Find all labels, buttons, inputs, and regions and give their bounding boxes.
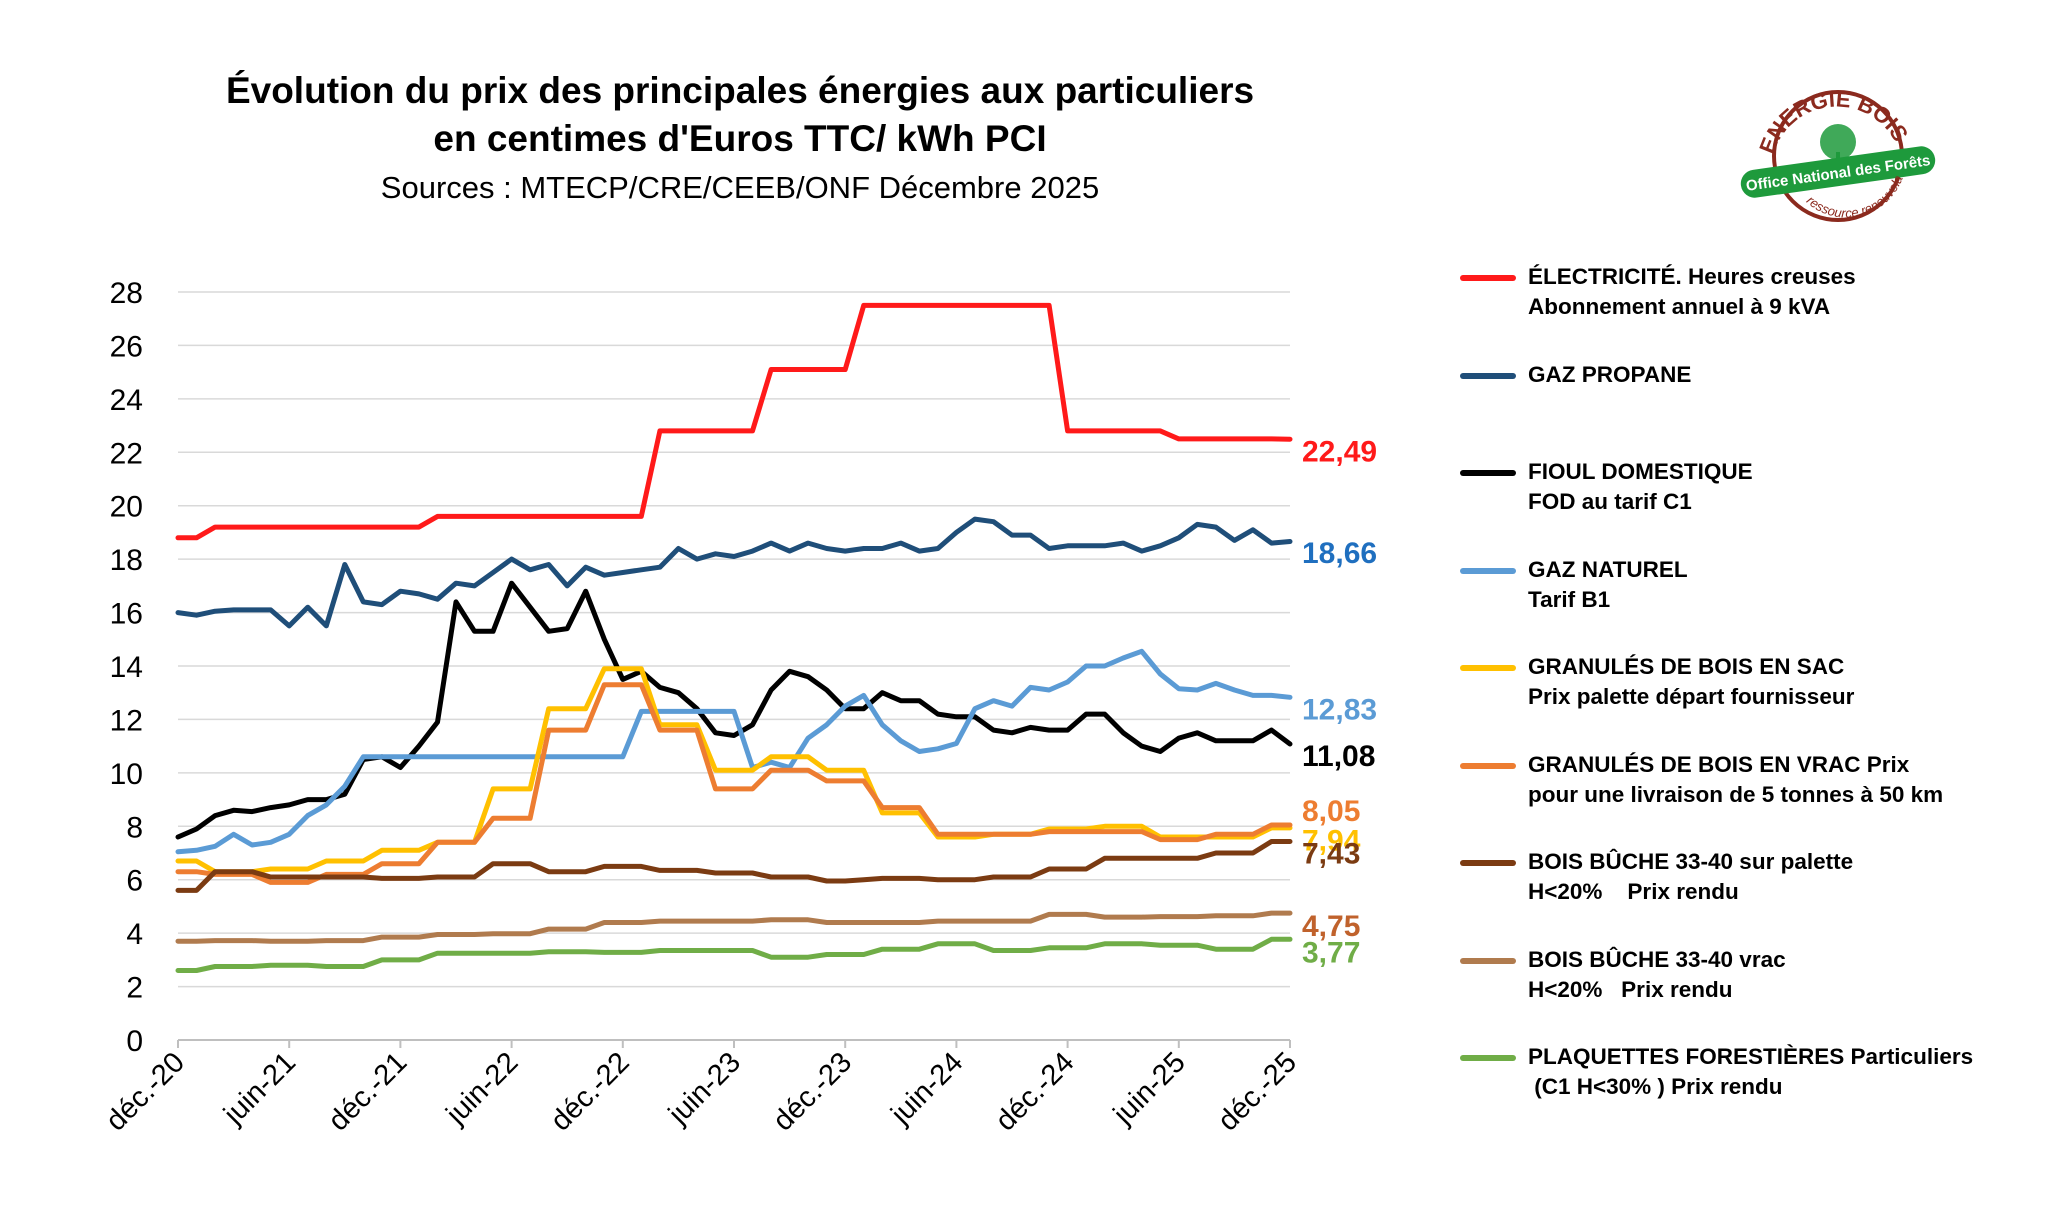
gridlines <box>178 291 1290 988</box>
legend-swatch <box>1460 860 1516 866</box>
y-tick-label: 12 <box>110 704 143 737</box>
final-value-label-7: 4,75 <box>1302 910 1360 943</box>
chart-source: Sources : MTECP/CRE/CEEB/ONF Décembre 20… <box>380 170 1100 205</box>
legend-sublabel: FOD au tarif C1 <box>1528 489 1692 514</box>
x-tick-label: juin-23 <box>662 1046 747 1131</box>
legend-sublabel: Abonnement annuel à 9 kVA <box>1528 294 1831 319</box>
legend-sublabel: H<20% Prix rendu <box>1528 976 1733 1002</box>
y-tick-label: 22 <box>110 437 143 470</box>
final-value-label-4: 7,94 <box>1302 824 1361 857</box>
x-tick-label: juin-24 <box>884 1046 969 1131</box>
legend-label: PLAQUETTES FORESTIÈRES Particuliers <box>1528 1044 1974 1069</box>
y-tick-label: 6 <box>126 865 143 898</box>
series-line-7 <box>175 910 1293 944</box>
legend-swatch <box>1460 372 1516 379</box>
final-value-label-2: 11,08 <box>1302 740 1375 773</box>
y-tick-label: 0 <box>126 1025 143 1058</box>
legend-label: GRANULÉS DE BOIS EN SAC <box>1528 654 1845 679</box>
legend-swatch <box>1460 275 1516 281</box>
legend-swatch <box>1460 665 1516 671</box>
y-tick-label: 2 <box>126 972 143 1005</box>
legend-swatch <box>1460 470 1516 476</box>
legend-label: BOIS BÛCHE 33-40 vrac <box>1528 946 1786 972</box>
series-lines <box>175 302 1293 973</box>
final-value-label-1: 18,66 <box>1302 537 1377 570</box>
legend-sublabel: H<20% Prix rendu <box>1528 879 1739 904</box>
series-line-4 <box>175 666 1293 875</box>
y-tick-label: 24 <box>110 384 143 417</box>
energie-bois-onf-logo: ENERGIE BOIS Office National des Forêts … <box>1716 70 1960 232</box>
legend-sublabel: Prix palette départ fournisseur <box>1528 684 1855 709</box>
legend-swatch <box>1460 1055 1516 1061</box>
x-tick-label: juin-22 <box>440 1046 525 1131</box>
final-value-label-8: 3,77 <box>1302 937 1360 970</box>
legend-sublabel: pour une livraison de 5 tonnes à 50 km <box>1528 781 1944 807</box>
logo-tree-icon <box>1820 124 1856 160</box>
chart-title-line-2: en centimes d'Euros TTC/ kWh PCI <box>433 118 1047 159</box>
series-line-1 <box>175 516 1293 629</box>
final-value-label-0: 22,49 <box>1302 436 1377 469</box>
y-tick-label: 26 <box>110 330 143 363</box>
y-tick-label: 20 <box>110 491 143 524</box>
legend-swatch <box>1460 762 1516 769</box>
x-tick-label: juin-25 <box>1107 1046 1192 1131</box>
x-tick-label: déc.-24 <box>990 1046 1081 1137</box>
y-tick-label: 16 <box>110 598 143 631</box>
legend-label: BOIS BÛCHE 33-40 sur palette <box>1528 849 1854 874</box>
series-line-6 <box>175 839 1293 893</box>
y-tick-label: 14 <box>110 651 143 684</box>
series-line-5 <box>175 682 1293 885</box>
final-value-label-6: 7,43 <box>1302 838 1360 871</box>
x-tick-label: déc.-25 <box>1212 1046 1303 1137</box>
y-tick-label: 8 <box>126 811 143 844</box>
y-tick-label: 18 <box>110 544 143 577</box>
series-line-8 <box>175 936 1293 973</box>
legend-swatch <box>1460 567 1516 574</box>
legend-label: GAZ PROPANE <box>1528 361 1692 387</box>
legend-label: GRANULÉS DE BOIS EN VRAC Prix <box>1528 751 1910 777</box>
x-tick-label: déc.-22 <box>545 1046 636 1137</box>
x-tick-label: juin-21 <box>217 1046 302 1131</box>
final-value-label-5: 8,05 <box>1302 795 1360 828</box>
legend-label: FIOUL DOMESTIQUE <box>1528 459 1753 484</box>
legend-label: GAZ NATUREL <box>1528 556 1688 582</box>
series-line-0 <box>175 302 1293 541</box>
x-tick-label: déc.-20 <box>100 1046 191 1137</box>
legend-swatch <box>1460 957 1516 964</box>
y-tick-label: 4 <box>126 918 143 951</box>
logo-graphic: ENERGIE BOIS Office National des Forêts … <box>1716 70 1936 222</box>
chart-title-line-1: Évolution du prix des principales énergi… <box>225 70 1255 111</box>
x-tick-label: déc.-21 <box>322 1046 413 1137</box>
y-tick-label: 28 <box>110 277 143 310</box>
y-tick-label: 10 <box>110 758 143 791</box>
legend-sublabel: (C1 H<30% ) Prix rendu <box>1528 1074 1783 1099</box>
x-tick-label: déc.-23 <box>767 1046 858 1137</box>
final-value-labels: 22,49 18,66 11,08 12,83 7,948,05 7,43 4,753,77 <box>1302 436 1377 970</box>
final-value-label-3: 12,83 <box>1302 693 1377 726</box>
legend-label: ÉLECTRICITÉ. Heures creuses <box>1528 264 1856 289</box>
series-line-3 <box>175 648 1293 855</box>
logo-banner <box>1740 146 1936 198</box>
legend-sublabel: Tarif B1 <box>1528 586 1611 612</box>
